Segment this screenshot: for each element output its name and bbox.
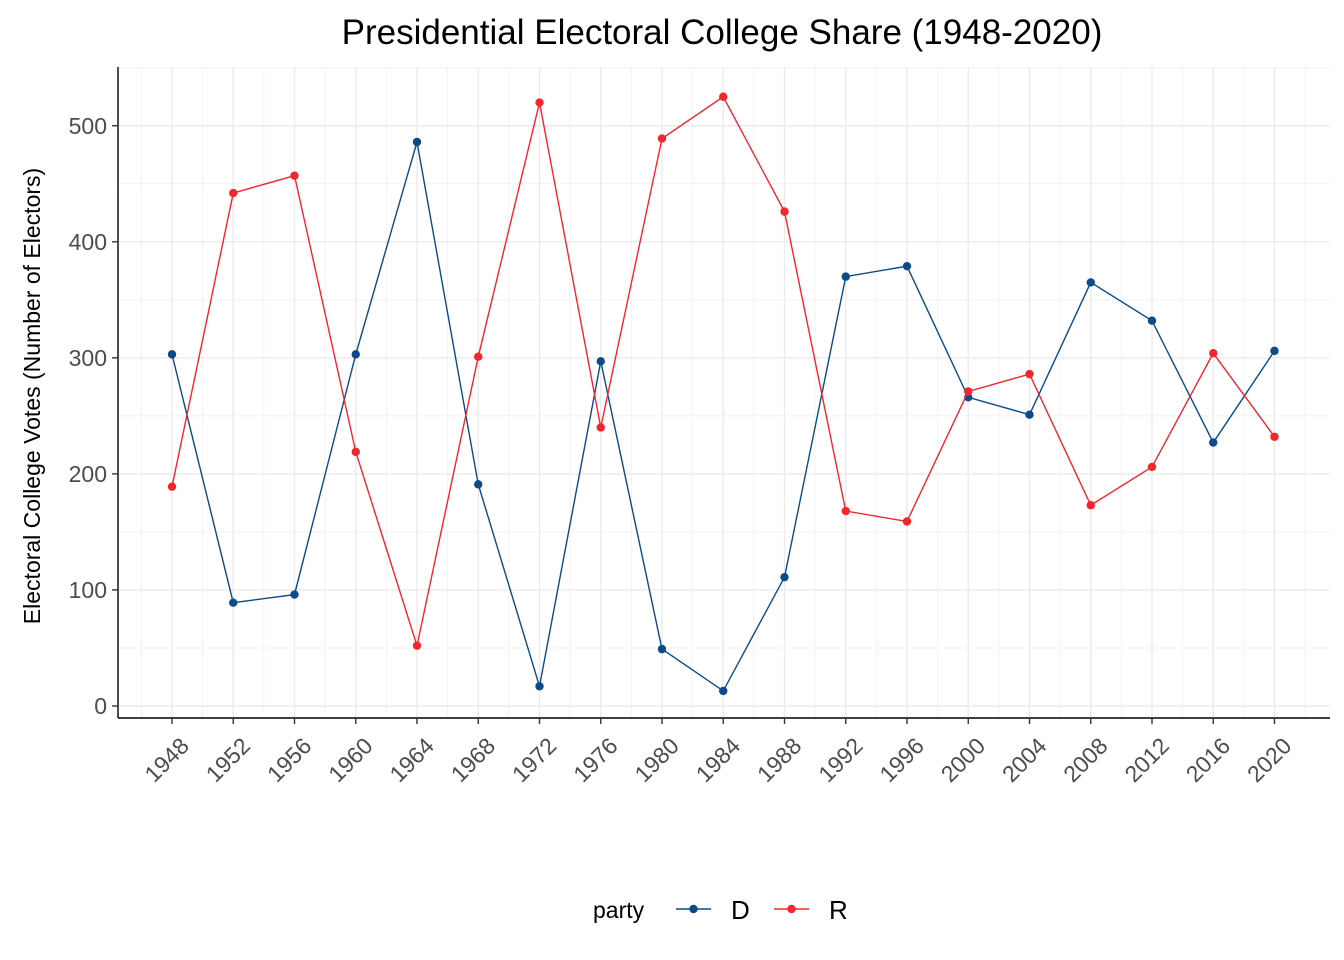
- x-tick-label: 1996: [874, 733, 929, 788]
- x-tick-label: 2020: [1242, 733, 1297, 788]
- y-tick-label: 100: [69, 577, 107, 603]
- data-point-d: [780, 572, 789, 582]
- x-tick-label: 1960: [323, 733, 378, 788]
- series-r: [167, 92, 1279, 650]
- data-point-d: [841, 272, 850, 281]
- data-point-d: [167, 350, 177, 359]
- x-tick-label: 1952: [201, 733, 256, 788]
- legend-title: party: [593, 897, 645, 923]
- data-point-r: [167, 482, 177, 491]
- data-point-d: [596, 357, 605, 366]
- data-point-r: [474, 352, 483, 361]
- data-point-d: [1025, 410, 1034, 419]
- data-point-r: [290, 171, 299, 180]
- data-point-r: [1209, 349, 1218, 358]
- data-point-d: [351, 350, 360, 359]
- x-tick-label: 1992: [813, 733, 868, 788]
- data-point-r: [596, 423, 605, 432]
- series-d: [167, 137, 1279, 696]
- data-point-r: [841, 506, 850, 516]
- y-tick-label: 400: [69, 229, 107, 255]
- x-tick-label: 1964: [384, 732, 439, 787]
- legend-label-d: D: [731, 895, 750, 925]
- x-tick-label: 1972: [507, 733, 562, 788]
- chart-title: Presidential Electoral College Share (19…: [342, 13, 1103, 52]
- data-point-r: [351, 447, 360, 457]
- y-tick-label: 300: [69, 345, 107, 371]
- x-tick-label: 1976: [568, 733, 623, 788]
- x-tick-label: 1984: [691, 732, 746, 787]
- data-point-d: [474, 480, 483, 489]
- data-point-d: [657, 644, 667, 654]
- x-tick-label: 1968: [446, 733, 501, 788]
- x-tick-label: 1948: [139, 733, 194, 788]
- data-point-r: [964, 387, 973, 396]
- data-point-r: [535, 98, 544, 107]
- data-point-d: [290, 590, 299, 599]
- data-point-r: [657, 134, 667, 143]
- data-point-d: [1086, 278, 1095, 287]
- data-point-d: [902, 261, 912, 271]
- data-point-d: [412, 137, 422, 147]
- data-point-r: [719, 92, 728, 101]
- axes: 0 100 200 300 400 500 1948 1952 1956 1960 1964 1968…: [69, 67, 1330, 787]
- x-tick-label: 1988: [752, 733, 807, 788]
- data-point-d: [1209, 438, 1218, 447]
- x-tick-label: 2000: [936, 733, 991, 788]
- data-point-r: [412, 641, 422, 650]
- x-tick-label: 2016: [1181, 733, 1236, 788]
- y-axis-title: Electoral College Votes (Number of Elect…: [19, 168, 45, 624]
- x-tick-label: 1980: [629, 733, 684, 788]
- data-point-r: [1147, 462, 1157, 472]
- legend: party D R: [593, 895, 848, 925]
- x-tick-label: 2004: [997, 732, 1052, 787]
- y-tick-label: 500: [69, 113, 107, 139]
- y-tick-label: 200: [69, 461, 107, 487]
- x-tick-label: 1956: [262, 733, 317, 788]
- legend-point-r: [787, 904, 796, 914]
- x-tick-label: 2012: [1119, 733, 1174, 788]
- series-layer: [167, 92, 1279, 696]
- data-point-r: [1086, 501, 1095, 510]
- y-tick-label: 0: [94, 693, 107, 719]
- data-point-r: [229, 188, 238, 198]
- data-point-r: [1025, 369, 1034, 379]
- data-point-r: [1270, 432, 1279, 441]
- x-tick-label: 2008: [1058, 733, 1113, 788]
- grid: [118, 67, 1330, 718]
- data-point-d: [1147, 316, 1157, 325]
- data-point-d: [1270, 346, 1279, 356]
- data-point-d: [535, 682, 544, 691]
- data-point-d: [719, 686, 728, 696]
- data-point-r: [902, 517, 912, 526]
- data-point-r: [780, 207, 789, 216]
- legend-label-r: R: [829, 895, 848, 925]
- data-point-d: [229, 598, 238, 607]
- legend-point-d: [689, 904, 698, 914]
